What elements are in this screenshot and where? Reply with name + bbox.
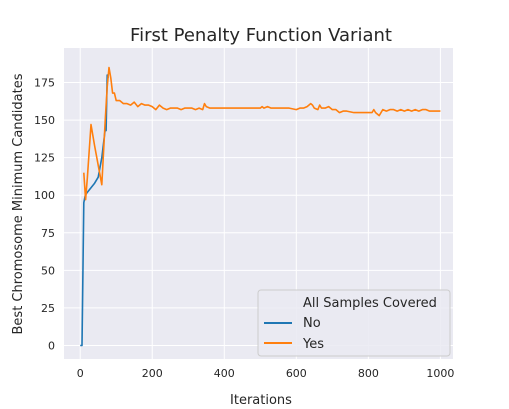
legend-box — [257, 289, 451, 357]
x-tick-label: 400 — [214, 367, 235, 380]
chart-title: First Penalty Function Variant — [130, 25, 392, 46]
legend-entry-no: No — [303, 316, 321, 331]
x-tick-labels: 0 200 400 600 800 1000 — [77, 367, 455, 380]
series-lines — [80, 66, 441, 347]
x-tick-label: 1000 — [426, 367, 454, 380]
x-tick-label: 0 — [77, 367, 84, 380]
legend: All Samples Covered No Yes — [257, 289, 451, 357]
y-tick-label: 75 — [41, 227, 55, 240]
legend-entry-yes: Yes — [302, 337, 324, 352]
series-line-no — [80, 74, 110, 347]
y-tick-label: 50 — [41, 264, 55, 277]
y-tick-label: 0 — [48, 339, 55, 352]
grid-lines — [64, 48, 453, 359]
x-tick-label: 600 — [286, 367, 307, 380]
y-tick-label: 25 — [41, 302, 55, 315]
y-tick-label: 175 — [34, 77, 55, 90]
legend-title: All Samples Covered — [303, 296, 437, 311]
y-tick-label: 150 — [34, 114, 55, 127]
y-axis-label: Best Chromosome Minimum Candidates — [11, 73, 26, 334]
x-tick-label: 200 — [142, 367, 163, 380]
x-tick-label: 800 — [358, 367, 379, 380]
series-line-yes — [83, 66, 441, 201]
y-tick-label: 125 — [34, 152, 55, 165]
x-axis-label: Iterations — [230, 393, 292, 408]
y-tick-label: 100 — [34, 189, 55, 202]
y-tick-labels: 0 25 50 75 100 125 150 175 — [34, 77, 55, 353]
